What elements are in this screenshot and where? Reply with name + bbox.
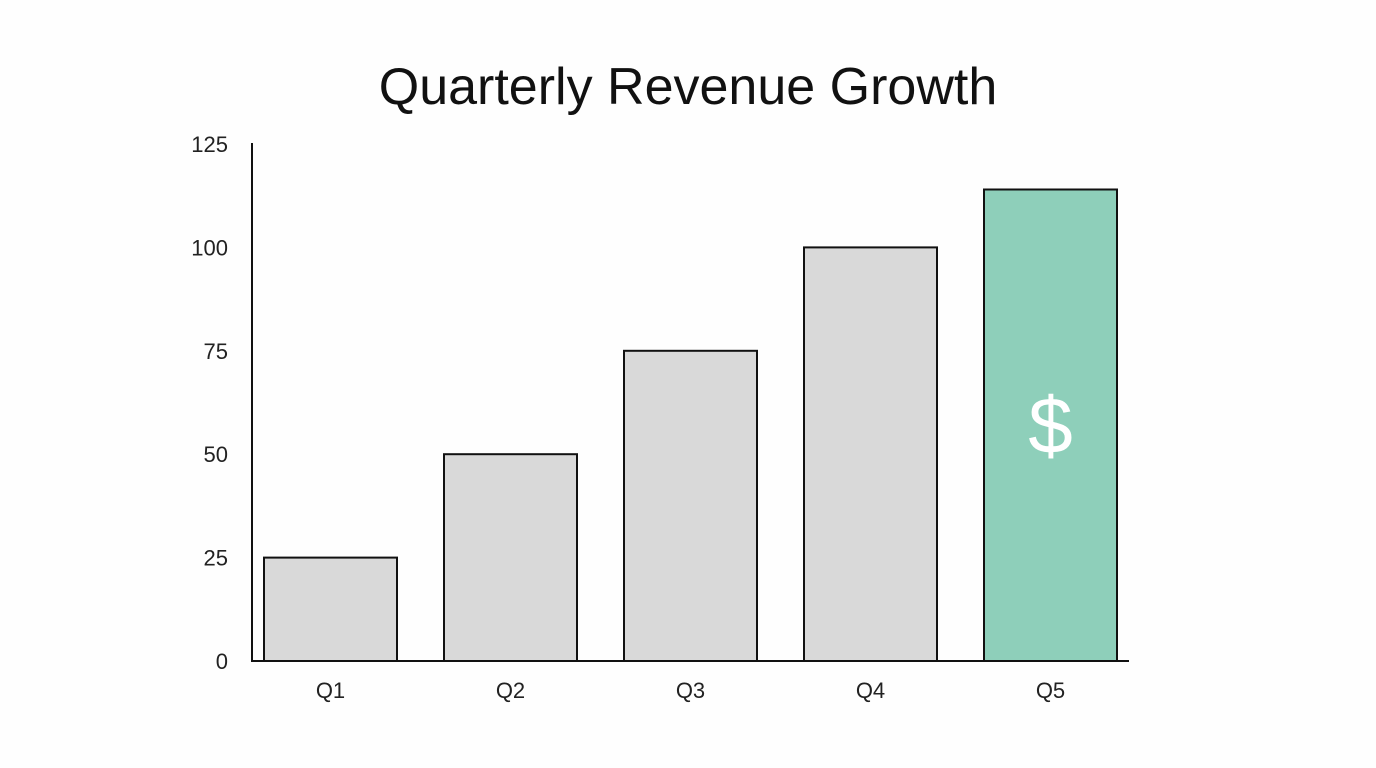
x-tick-label: Q3 [676, 678, 705, 703]
x-tick-label: Q4 [856, 678, 885, 703]
x-tick-label: Q2 [496, 678, 525, 703]
y-tick-label: 75 [204, 339, 228, 364]
bar-q5 [983, 188, 1118, 662]
y-tick-label: 25 [204, 546, 228, 571]
bar-q4 [803, 246, 938, 662]
y-tick-label: 0 [216, 649, 228, 674]
y-tick-label: 50 [204, 442, 228, 467]
bar-q3 [623, 349, 758, 662]
y-tick-label: 100 [191, 235, 228, 260]
bar-q2 [443, 453, 578, 663]
x-tick-label: Q1 [316, 678, 345, 703]
dollar-sign-icon: $ [1028, 381, 1073, 470]
bar-q1 [263, 556, 398, 662]
chart-title: Quarterly Revenue Growth [379, 58, 998, 116]
x-tick-label: Q5 [1036, 678, 1065, 703]
y-tick-label: 125 [191, 132, 228, 157]
